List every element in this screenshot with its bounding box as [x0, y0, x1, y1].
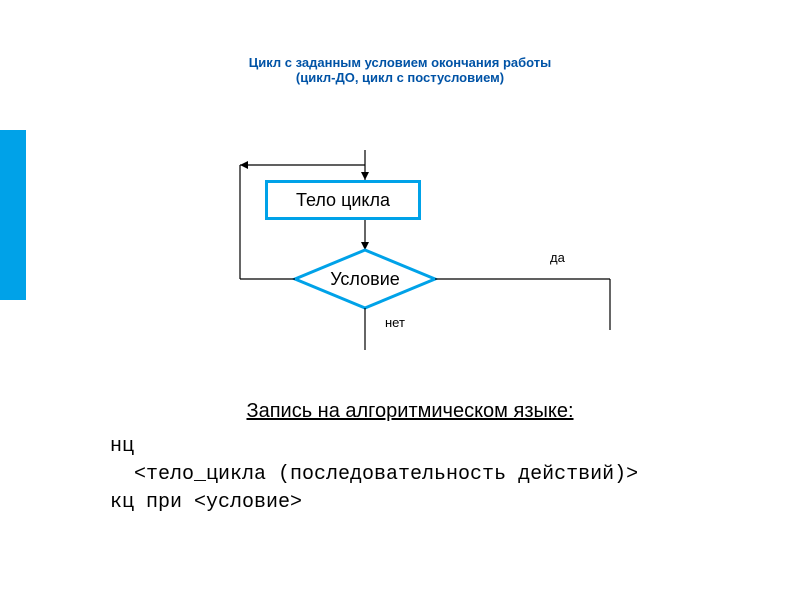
- condition-diamond: Условие: [295, 250, 435, 308]
- sidebar-accent: [0, 130, 26, 300]
- branch-no-label: нет: [385, 315, 405, 330]
- algorithm-line-2: <тело_цикла (последовательность действий…: [110, 461, 710, 489]
- algorithm-heading: Запись на алгоритмическом языке:: [110, 400, 710, 423]
- condition-label: Условие: [295, 250, 435, 308]
- branch-yes-label: да: [550, 250, 565, 265]
- algorithm-text-block: Запись на алгоритмическом языке: нц <тел…: [110, 400, 710, 517]
- title-line-1: Цикл с заданным условием окончания работ…: [0, 55, 800, 70]
- flowchart-diagram: Тело цикла Условие да нет: [210, 150, 660, 350]
- algorithm-line-1: нц: [110, 433, 710, 461]
- title-line-2: (цикл-ДО, цикл с постусловием): [0, 70, 800, 85]
- algorithm-line-3: кц при <условие>: [110, 489, 710, 517]
- loop-body-label: Тело цикла: [296, 190, 390, 211]
- page-title: Цикл с заданным условием окончания работ…: [0, 55, 800, 85]
- loop-body-box: Тело цикла: [265, 180, 421, 220]
